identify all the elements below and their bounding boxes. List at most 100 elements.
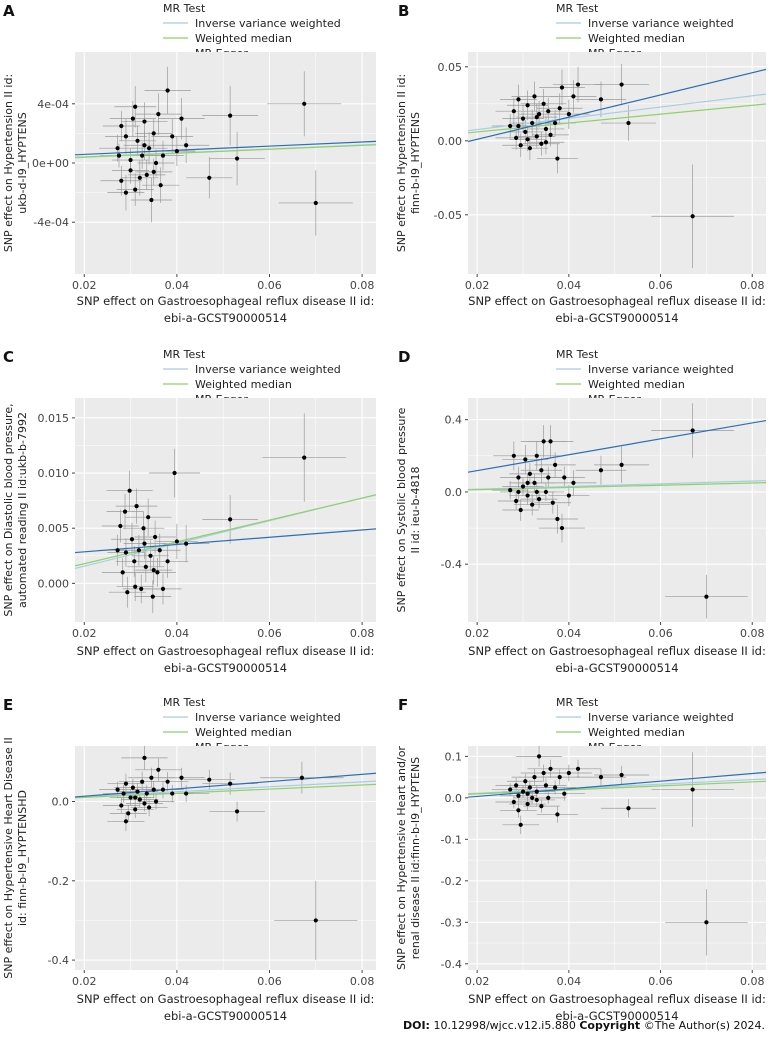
data-point [525,801,530,807]
y-tick-label: -0.2 [441,875,462,888]
x-tick-label: 0.06 [257,975,282,988]
panel-c: C MR Test Inverse variance weighted Weighte… [2,348,376,675]
data-point [119,178,124,183]
y-tick-label: 4e-04 [37,98,69,111]
regression-line-egger [468,771,766,798]
data-point [115,787,120,792]
data-point [184,541,189,546]
regression-line-ivw [468,778,766,795]
copyright-value: ©The Author(s) 2024. [643,1019,765,1032]
y-tick-label: 0.1 [445,750,463,763]
data-point [139,586,144,591]
data-point [120,570,125,575]
y-axis-title: SNP effect on Diastolic blood pressure, [2,403,15,616]
legend: MR Test Inverse variance weighted Weighted… [556,2,734,60]
data-point [123,550,129,555]
x-axis-title: SNP effect on Gastroesophageal reflux di… [77,644,375,658]
x-axis-title: SNP effect on Gastroesophageal reflux di… [77,992,375,1006]
data-point [539,468,544,473]
data-point [302,101,307,106]
data-point [142,119,147,124]
data-point [534,489,539,495]
data-point [514,783,519,788]
data-point [135,138,140,143]
legend-label-ivw: Inverse variance weighted [195,711,341,724]
data-point [170,791,175,796]
data-point [543,489,549,495]
regression-line-egger [468,419,766,473]
data-point [133,795,138,800]
data-point [149,197,154,203]
data-point [550,500,555,505]
data-point [546,475,551,480]
data-point [121,791,126,796]
x-tick-label: 0.06 [648,975,673,988]
data-point [174,149,179,154]
y-tick-label: 0.0 [52,796,70,809]
data-point [619,82,624,87]
data-point [543,126,549,132]
data-point [534,797,539,803]
data-point [539,804,544,809]
data-point [148,553,153,558]
x-tick-label: 0.04 [557,279,582,292]
copyright-label: Copyright [579,1019,641,1032]
data-point [130,116,135,121]
data-point [525,791,530,796]
data-point [541,101,546,106]
data-point [174,539,179,544]
data-point [179,775,184,780]
x-tick-label: 0.08 [350,279,375,292]
data-point [527,785,532,790]
data-point [142,541,147,546]
data-point [136,548,142,553]
data-point [536,497,542,502]
legend-label-wm: Weighted median [588,726,685,739]
data-marks [468,403,766,619]
data-point [151,787,156,792]
data-point [234,156,240,161]
x-tick-label: 0.08 [740,975,765,988]
data-point [146,515,151,520]
data-point [536,112,542,117]
data-point [142,755,147,760]
data-point [543,783,549,788]
data-point [520,116,526,121]
data-point [548,132,553,137]
x-axis-title: ebi-a-GCST90000514 [164,661,287,675]
data-point [122,509,128,514]
regression-line-wm [75,783,376,799]
x-axis-title: SNP effect on Gastroesophageal reflux di… [77,294,375,308]
legend-label-ivw: Inverse variance weighted [588,363,734,376]
data-point [156,112,161,117]
data-point [690,214,695,219]
data-point [536,754,542,759]
data-point [532,94,537,99]
data-point [150,594,155,599]
data-point [557,106,562,111]
y-tick-label: -0.1 [441,833,462,846]
data-point [153,160,159,166]
data-point [518,822,523,827]
x-axis-title: ebi-a-GCST90000514 [555,1009,678,1023]
data-point [571,94,576,99]
data-point [157,548,162,553]
data-point [128,795,133,800]
data-point [516,808,521,813]
data-point [532,480,537,486]
data-point [525,480,530,486]
data-point [119,803,124,808]
y-axis-title: II id: ieu-b-4818 [409,467,422,554]
data-point [160,586,166,591]
y-axis-title: SNP effect on Hypertension II id: [395,74,408,252]
data-marks [75,413,376,614]
x-tick-label: 0.04 [557,627,582,640]
regression-line-wm [468,780,766,795]
y-axis-title: SNP effect on Hypertension II id: [2,74,15,252]
legend-title: MR Test [163,348,206,361]
data-point [313,918,318,923]
data-point [557,775,562,780]
x-tick-label: 0.06 [648,279,673,292]
y-tick-label: 0.0 [445,486,463,499]
